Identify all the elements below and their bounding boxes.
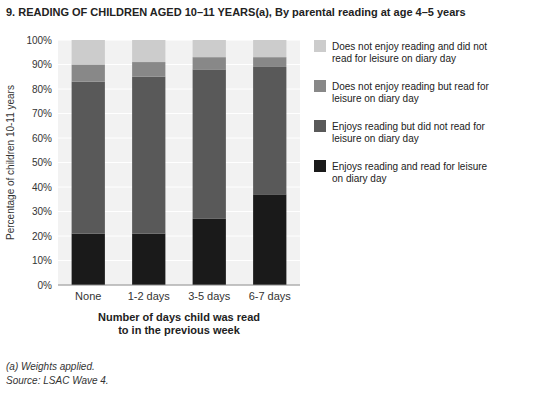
y-tick-label: 30% [32, 206, 52, 217]
bar-segment [72, 82, 105, 234]
legend-entry-line: leisure on diary day [332, 93, 419, 104]
bars [72, 40, 287, 285]
legend-entry: Does not enjoy reading and did notread f… [332, 41, 487, 64]
x-tick-label: 6-7 days [249, 290, 292, 302]
legend-swatch [314, 40, 326, 52]
legend-entry-line: Enjoys reading but did not read for [332, 121, 486, 132]
legend-entry: Enjoys reading and read for leisureon di… [332, 161, 488, 184]
y-tick-label: 50% [32, 157, 52, 168]
legend-entry: Enjoys reading but did not read forleisu… [332, 121, 486, 144]
legend-swatch [314, 160, 326, 172]
bar-segment [253, 67, 286, 194]
x-axis-label-line: to in the previous week [118, 324, 241, 336]
y-tick-label: 10% [32, 255, 52, 266]
x-tick-label: None [75, 290, 101, 302]
bar-segment [253, 57, 286, 67]
legend-entry: Does not enjoy reading but read forleisu… [332, 81, 489, 104]
bar-segment [193, 40, 226, 57]
plot-background [58, 40, 300, 285]
bar-segment [132, 62, 165, 77]
y-tick-label: 60% [32, 133, 52, 144]
y-tick-label: 0% [38, 280, 53, 291]
legend-swatch [314, 120, 326, 132]
y-tick-label: 70% [32, 108, 52, 119]
legend-entry-line: read for leisure on diary day [332, 53, 456, 64]
y-tick-label: 100% [26, 35, 52, 46]
x-axis-label: Number of days child was readto in the p… [98, 311, 260, 336]
legend-entry-line: leisure on diary day [332, 133, 419, 144]
chart: 9. READING OF CHILDREN AGED 10–11 YEARS(… [0, 0, 533, 401]
bar-segment [72, 234, 105, 285]
bar-segment [132, 77, 165, 234]
legend-entry-line: on diary day [332, 173, 386, 184]
y-tick-label: 20% [32, 231, 52, 242]
legend: Does not enjoy reading and did notread f… [314, 40, 489, 184]
x-axis-line [58, 285, 300, 286]
title: 9. READING OF CHILDREN AGED 10–11 YEARS(… [6, 6, 466, 18]
bar-segment [193, 69, 226, 218]
legend-entry-line: Enjoys reading and read for leisure [332, 161, 488, 172]
y-axis-label: Percentage of children 10-11 years [5, 85, 16, 240]
legend-entry-line: Does not enjoy reading and did not [332, 41, 487, 52]
legend-swatch [314, 80, 326, 92]
y-tick-label: 80% [32, 84, 52, 95]
bar-segment [253, 40, 286, 57]
y-tick-label: 90% [32, 59, 52, 70]
x-tick-label: 1-2 days [128, 290, 171, 302]
legend-entry-line: Does not enjoy reading but read for [332, 81, 489, 92]
x-axis-label-line: Number of days child was read [98, 311, 260, 323]
grid-line [58, 285, 300, 286]
footnote: Source: LSAC Wave 4. [6, 375, 109, 386]
bar-segment [132, 40, 165, 62]
bar-segment [193, 57, 226, 69]
footnote: (a) Weights applied. [6, 361, 95, 372]
bar-segment [72, 40, 105, 65]
x-tick-label: 3-5 days [188, 290, 231, 302]
title-line: 9. READING OF CHILDREN AGED 10–11 YEARS(… [6, 6, 466, 18]
bar-segment [72, 65, 105, 82]
bar-segment [253, 194, 286, 285]
bar-segment [132, 234, 165, 285]
y-tick-label: 40% [32, 182, 52, 193]
bar-segment [193, 219, 226, 285]
